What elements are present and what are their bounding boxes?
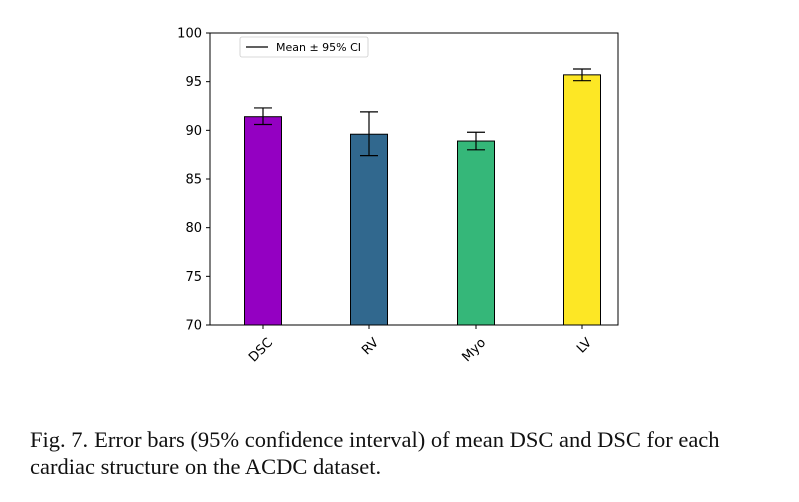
y-tick-label-75: 75 (185, 270, 202, 285)
x-axis: DSC RV Myo LV (246, 325, 595, 365)
legend-box (239, 36, 369, 58)
x-tick-label-myo: Myo (459, 335, 489, 365)
error-bars-layer (254, 68, 591, 157)
bar-dsc (244, 116, 282, 326)
y-tick-label-70: 70 (185, 319, 202, 334)
x-tick-label-lv: LV (574, 335, 595, 356)
y-tick-label-90: 90 (185, 124, 202, 139)
y-axis: 70 75 80 85 90 95 100 (177, 27, 210, 334)
error-bar-chart: 70 75 80 85 90 95 100 DSC RV Myo LV Mean ± 95% CI (177, 27, 619, 365)
y-tick-label-80: 80 (185, 221, 202, 236)
legend: Mean ± 95% CI (239, 36, 369, 58)
y-tick-label-95: 95 (185, 75, 202, 90)
y-tick-label-85: 85 (185, 173, 202, 188)
caption-label: Fig. 7. (30, 427, 89, 452)
bar-lv (563, 74, 601, 326)
legend-label: Mean ± 95% CI (276, 41, 361, 54)
x-tick-label-dsc: DSC (246, 335, 276, 365)
x-tick-label-rv: RV (359, 335, 382, 358)
figure-caption: Fig. 7. Error bars (95% confidence interv… (30, 426, 790, 480)
bars-layer (244, 74, 601, 326)
y-tick-label-100: 100 (177, 27, 202, 42)
bar-rv (350, 133, 388, 326)
caption-text: Error bars (95% confidence interval) of … (30, 427, 720, 479)
bar-myo (457, 140, 495, 326)
